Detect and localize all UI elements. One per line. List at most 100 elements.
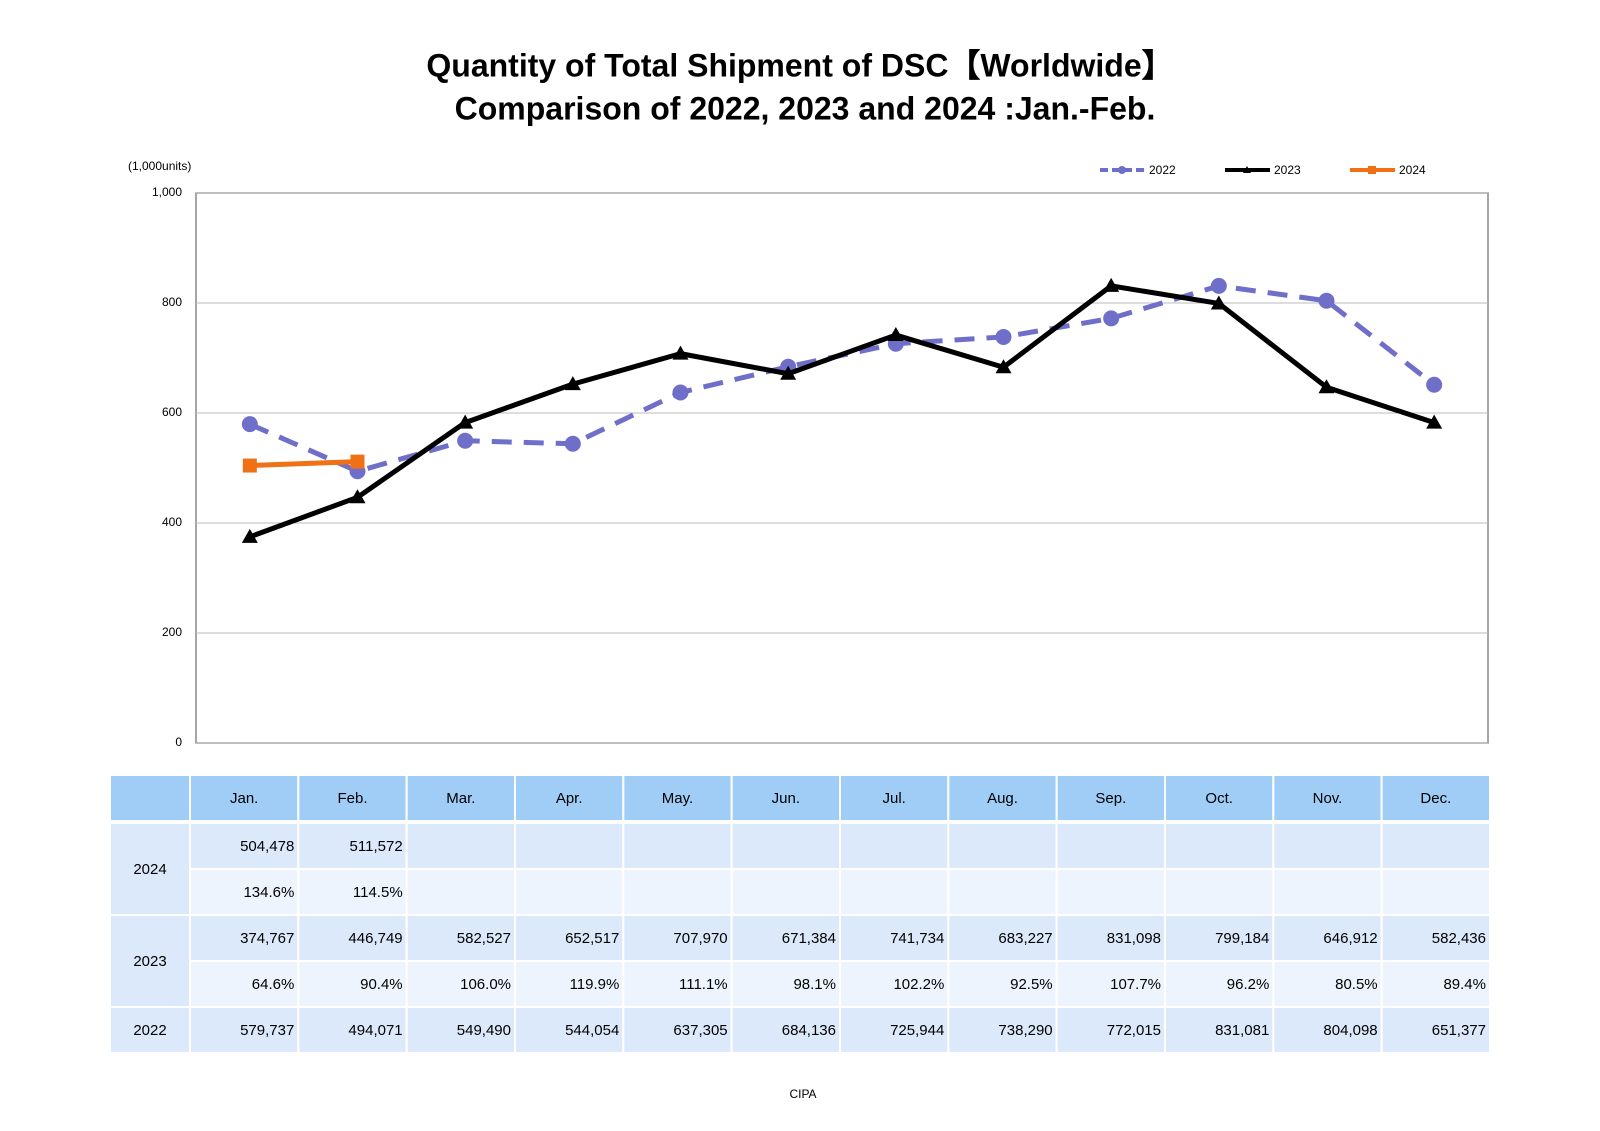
plot-frame xyxy=(195,192,1489,744)
legend-label: 2022 xyxy=(1149,163,1176,177)
table-value: 107.7% xyxy=(1110,976,1161,993)
point xyxy=(1210,277,1227,294)
legend-item: 2024 xyxy=(1350,163,1426,177)
table-cell xyxy=(1380,868,1491,916)
table-cell xyxy=(297,914,408,962)
table-cell xyxy=(1272,914,1383,962)
legend-marker xyxy=(1243,166,1251,173)
x-tick-label: Jul. xyxy=(882,790,905,807)
table-value: 89.4% xyxy=(1443,976,1486,993)
table-cell xyxy=(297,774,408,822)
table-cell xyxy=(730,1006,842,1054)
table-value: 637,305 xyxy=(673,1022,727,1039)
point xyxy=(1426,376,1443,393)
table-cell xyxy=(405,868,516,916)
x-tick-label: May. xyxy=(662,790,693,807)
table-cell xyxy=(1380,774,1491,822)
table-value: 579,737 xyxy=(240,1022,294,1039)
series-line xyxy=(248,283,1435,540)
table-cell xyxy=(839,868,950,916)
table-value: 544,054 xyxy=(565,1022,619,1039)
x-tick-label: Nov. xyxy=(1313,790,1343,807)
point xyxy=(241,416,258,433)
table-value: 80.5% xyxy=(1335,976,1378,993)
table-value: 90.4% xyxy=(360,976,403,993)
table-value: 114.5% xyxy=(353,884,403,901)
point xyxy=(564,435,581,452)
table-value: 831,081 xyxy=(1215,1022,1269,1039)
table-value: 582,527 xyxy=(457,930,511,947)
table-cell xyxy=(514,774,625,822)
table-value: 804,098 xyxy=(1323,1022,1377,1039)
table-cell xyxy=(947,822,1058,870)
table-cell xyxy=(109,774,191,822)
legend-label: 2024 xyxy=(1399,163,1426,177)
table-cell xyxy=(514,822,625,870)
x-tick-label: Mar. xyxy=(446,790,475,807)
point xyxy=(242,458,257,473)
table-value: 374,767 xyxy=(240,930,294,947)
table-cell xyxy=(1272,822,1383,870)
table-value: 494,071 xyxy=(348,1022,402,1039)
table-cell xyxy=(1380,822,1491,870)
table-value: 772,015 xyxy=(1107,1022,1161,1039)
table-cell xyxy=(1055,868,1166,916)
x-tick-label: Oct. xyxy=(1205,790,1233,807)
table-cell xyxy=(730,822,842,870)
table-cell xyxy=(514,1006,625,1054)
table-cell xyxy=(405,960,516,1008)
table-value: 707,970 xyxy=(673,930,727,947)
table-cell xyxy=(622,868,733,916)
table-cell xyxy=(730,868,842,916)
table-value: 102.2% xyxy=(893,976,944,993)
table-cell xyxy=(189,868,300,916)
table-cell xyxy=(1272,868,1383,916)
table-value: 683,227 xyxy=(998,930,1052,947)
table-value: 119.9% xyxy=(570,976,620,993)
point xyxy=(1103,277,1120,292)
y-tick-label: 1,000 xyxy=(152,185,182,199)
point xyxy=(457,432,474,449)
table-cell xyxy=(1164,868,1275,916)
table-cell xyxy=(405,1006,516,1054)
legend-item: 2022 xyxy=(1100,163,1176,177)
table-cell xyxy=(297,1006,408,1054)
series-line xyxy=(248,283,1436,474)
y-tick-label: 400 xyxy=(162,515,182,529)
table-cell xyxy=(1272,774,1383,822)
table-cell xyxy=(947,868,1058,916)
table-value: 106.0% xyxy=(460,976,511,993)
point xyxy=(350,454,365,469)
table-cell xyxy=(297,868,408,916)
row-label: 2024 xyxy=(133,861,166,878)
data-table: Jan. Feb. Mar. Apr. May. Jun. Jul. Aug. Sep. Oct.… xyxy=(109,774,1491,1054)
table-value: 96.2% xyxy=(1227,976,1270,993)
table-value: 134.6% xyxy=(243,884,294,901)
point xyxy=(780,365,797,380)
legend-marker xyxy=(1368,166,1376,174)
table-value: 98.1% xyxy=(793,976,836,993)
point xyxy=(1210,295,1227,310)
row-label: 2023 xyxy=(133,953,166,970)
y-axis-label: (1,000units) xyxy=(128,159,191,173)
table-value: 582,436 xyxy=(1432,930,1486,947)
point xyxy=(1318,379,1335,394)
table-cell xyxy=(839,914,950,962)
point xyxy=(887,327,904,342)
table-cell xyxy=(839,960,950,1008)
point xyxy=(672,345,689,360)
table-cell xyxy=(1380,1006,1491,1054)
x-tick-label: Apr. xyxy=(556,790,583,807)
table-value: 651,377 xyxy=(1432,1022,1486,1039)
table-value: 549,490 xyxy=(457,1022,511,1039)
table-value: 684,136 xyxy=(782,1022,836,1039)
y-tick-label: 0 xyxy=(175,735,182,749)
legend-item: 2023 xyxy=(1225,163,1301,177)
x-tick-label: Feb. xyxy=(337,790,367,807)
row-label: 2022 xyxy=(133,1022,166,1039)
table-cell xyxy=(839,1006,950,1054)
table-value: 725,944 xyxy=(890,1022,944,1039)
x-tick-label: Sep. xyxy=(1095,790,1126,807)
source: CIPA xyxy=(789,1087,816,1101)
